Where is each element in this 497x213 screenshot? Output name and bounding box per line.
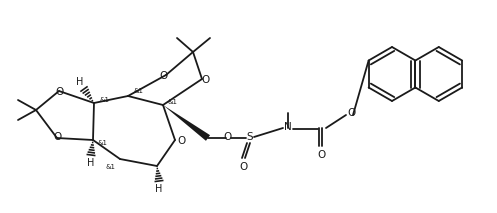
- Text: &1: &1: [105, 164, 115, 170]
- Text: &1: &1: [100, 97, 110, 103]
- Text: &1: &1: [167, 99, 177, 105]
- Text: N: N: [284, 122, 292, 132]
- Text: O: O: [54, 132, 62, 142]
- Text: O: O: [202, 75, 210, 85]
- Text: O: O: [223, 132, 231, 142]
- Text: S: S: [247, 132, 253, 142]
- Text: &1: &1: [133, 88, 143, 94]
- Text: O: O: [56, 87, 64, 97]
- Text: O: O: [347, 108, 355, 118]
- Text: O: O: [177, 136, 185, 146]
- Text: H: H: [155, 184, 163, 194]
- Text: O: O: [317, 150, 325, 160]
- Text: O: O: [159, 71, 167, 81]
- Text: O: O: [239, 162, 247, 172]
- Text: &1: &1: [98, 140, 108, 146]
- Text: H: H: [87, 158, 95, 168]
- Text: H: H: [77, 77, 83, 87]
- Polygon shape: [163, 105, 210, 141]
